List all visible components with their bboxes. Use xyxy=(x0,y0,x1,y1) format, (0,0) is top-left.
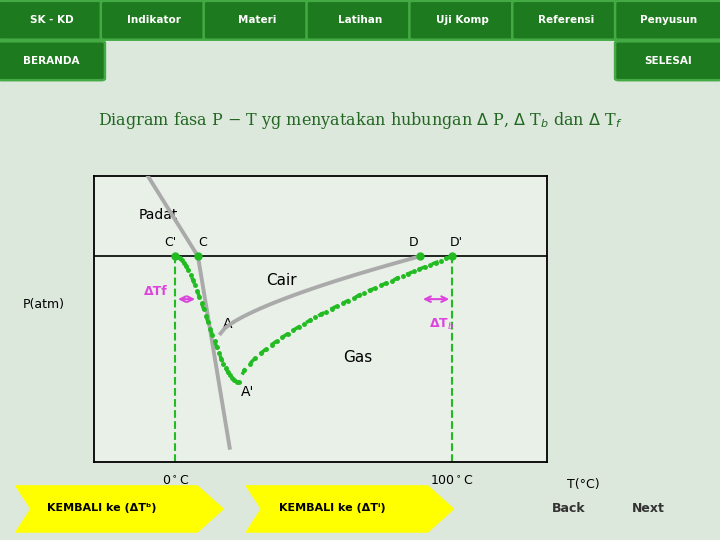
FancyBboxPatch shape xyxy=(0,1,105,40)
Text: Back: Back xyxy=(552,502,585,516)
FancyBboxPatch shape xyxy=(307,1,413,40)
Text: ΔTf: ΔTf xyxy=(143,285,167,298)
FancyBboxPatch shape xyxy=(101,1,208,40)
FancyBboxPatch shape xyxy=(512,1,619,40)
Polygon shape xyxy=(16,486,223,532)
Text: Indikator: Indikator xyxy=(127,15,181,25)
Text: A: A xyxy=(223,317,233,330)
Text: Latihan: Latihan xyxy=(338,15,382,25)
Text: ΔT$_b$: ΔT$_b$ xyxy=(429,317,455,332)
Text: Padat: Padat xyxy=(139,208,179,222)
FancyBboxPatch shape xyxy=(410,1,516,40)
Text: Diagram fasa P $-$ T yg menyatakan hubungan $\Delta$ P, $\Delta$ T$_b$ dan $\Del: Diagram fasa P $-$ T yg menyatakan hubun… xyxy=(98,110,622,131)
Text: C: C xyxy=(198,237,207,249)
Text: A': A' xyxy=(241,386,254,399)
Text: Penyusun: Penyusun xyxy=(640,15,697,25)
FancyBboxPatch shape xyxy=(615,1,720,40)
Text: Uji Komp: Uji Komp xyxy=(436,15,490,25)
Text: C': C' xyxy=(165,237,177,249)
Text: Referensi: Referensi xyxy=(538,15,594,25)
Text: T(°C): T(°C) xyxy=(567,478,600,491)
Text: KEMBALI ke (ΔTᵇ): KEMBALI ke (ΔTᵇ) xyxy=(48,503,157,513)
Text: Materi: Materi xyxy=(238,15,276,25)
Text: 0$^\circ$C: 0$^\circ$C xyxy=(161,475,189,488)
Text: Next: Next xyxy=(631,502,665,516)
Text: 100$^\circ$C: 100$^\circ$C xyxy=(431,475,474,488)
Text: SELESAI: SELESAI xyxy=(644,56,693,66)
Polygon shape xyxy=(246,486,454,532)
Text: Cair: Cair xyxy=(266,273,297,288)
Text: KEMBALI ke (ΔTⁱ): KEMBALI ke (ΔTⁱ) xyxy=(279,503,386,513)
FancyBboxPatch shape xyxy=(204,1,310,40)
FancyBboxPatch shape xyxy=(0,42,105,80)
Text: P(atm): P(atm) xyxy=(23,299,65,312)
Text: BERANDA: BERANDA xyxy=(23,56,80,66)
Text: D: D xyxy=(408,237,418,249)
Text: SK - KD: SK - KD xyxy=(30,15,73,25)
Text: Gas: Gas xyxy=(343,350,372,365)
FancyBboxPatch shape xyxy=(615,42,720,80)
Text: D': D' xyxy=(450,237,463,249)
